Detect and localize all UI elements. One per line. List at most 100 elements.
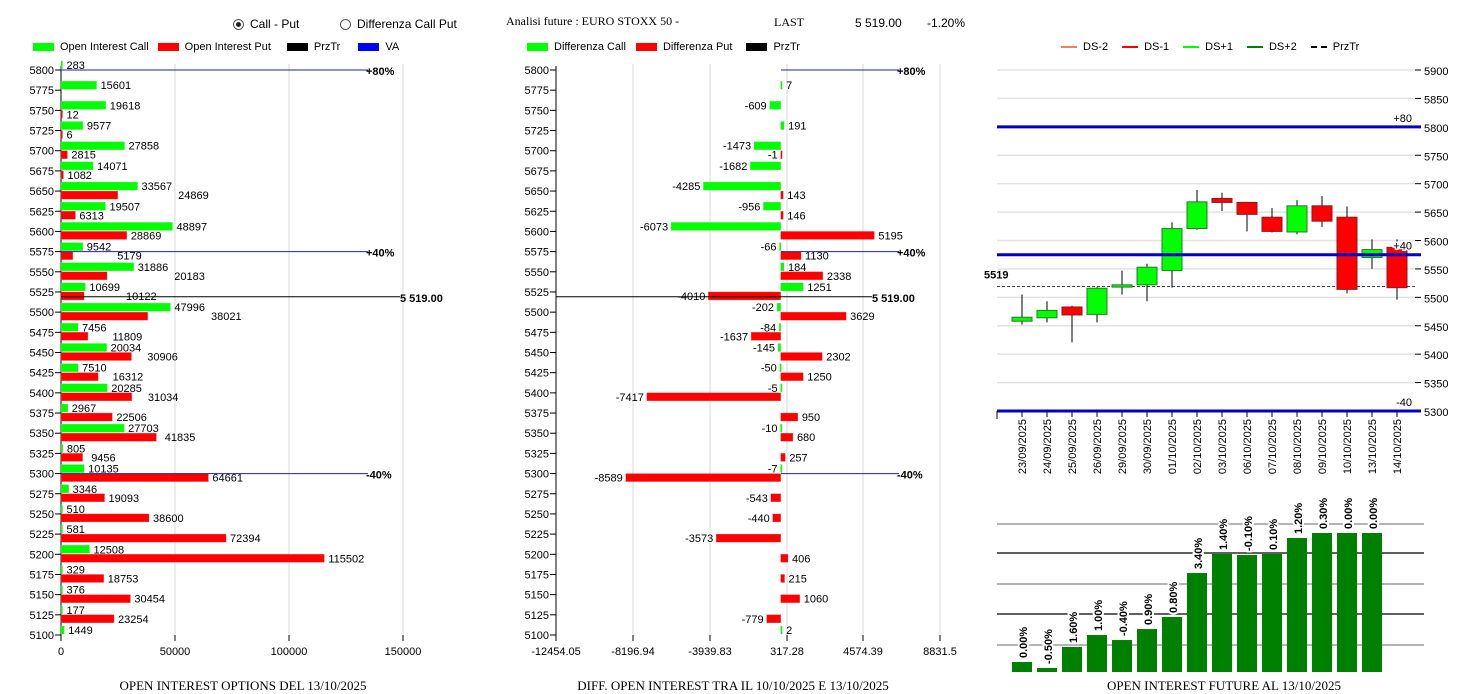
bar-value-label: 30454 <box>134 594 165 606</box>
future-oi-change-label: 0.00% <box>1018 627 1030 658</box>
radio-label: Differenza Call Put <box>357 17 457 31</box>
call-bar <box>60 302 171 312</box>
put-bar <box>60 231 127 240</box>
put-bar <box>780 150 783 159</box>
y-tick-label: 5525 <box>30 287 54 299</box>
call-bar <box>780 464 783 473</box>
bar-value-label: 9542 <box>87 242 111 254</box>
call-bar <box>60 363 79 372</box>
bar-value-label: 143 <box>787 190 805 202</box>
call-bar <box>60 81 97 90</box>
bar-value-label: 23254 <box>118 614 149 626</box>
call-bar <box>780 383 783 393</box>
put-bar <box>60 453 83 462</box>
y-tick-label: 5550 <box>1424 265 1448 277</box>
future-oi-change-label: -0.50% <box>1043 629 1055 664</box>
y-tick-label: 5200 <box>30 549 54 561</box>
y-tick-label: 5225 <box>525 529 549 541</box>
prztr-label: 5 519.00 <box>872 293 915 305</box>
bar-value-label: -4285 <box>672 181 700 193</box>
bar-value-label: -5 <box>768 383 778 395</box>
legend-label: PrzTr <box>313 41 341 53</box>
y-tick-label: 5475 <box>30 327 54 339</box>
radio-call-put[interactable]: Call - Put <box>233 17 299 31</box>
y-tick-label: 5350 <box>525 428 549 440</box>
y-tick-label: 5550 <box>525 267 549 279</box>
bar-value-label: 22506 <box>116 412 147 424</box>
bar-value-label: -609 <box>745 100 767 112</box>
future-oi-bar <box>1062 646 1082 672</box>
y-tick-label: 5325 <box>30 448 54 460</box>
call-bar <box>60 403 68 413</box>
put-bar <box>780 372 804 381</box>
bar-value-label: -956 <box>738 201 760 213</box>
legend-swatch-prztr <box>746 43 768 51</box>
candle-up <box>1186 201 1208 230</box>
candle-up <box>1011 316 1033 322</box>
future-oi-bar <box>1112 640 1132 672</box>
bar-value-label: 1060 <box>804 594 828 606</box>
level-label: +80 <box>1393 113 1412 125</box>
bar-value-label: 376 <box>67 585 85 597</box>
bar-value-label: -3573 <box>685 533 713 545</box>
bar-value-label: 20034 <box>111 343 142 355</box>
prztr-label: 5519 <box>984 270 1008 282</box>
future-oi-change-label: 0.00% <box>1343 498 1355 529</box>
date-label: 09/10/2025 <box>1317 419 1329 474</box>
bar-value-label: -7 <box>768 464 778 476</box>
date-label: 25/09/2025 <box>1067 419 1079 474</box>
bar-value-label: 20285 <box>111 383 142 395</box>
legend-swatch-call <box>33 43 54 51</box>
put-bar <box>60 614 115 623</box>
y-tick-label: 5175 <box>525 569 549 581</box>
bar-value-label: 11809 <box>112 331 142 343</box>
legend-line-ds-2 <box>1061 46 1077 48</box>
x-tick-label: 4574.39 <box>843 646 883 658</box>
y-tick-label: 5300 <box>525 469 549 481</box>
bar-value-label: 38021 <box>211 311 242 323</box>
y-tick-label: 5600 <box>1424 237 1448 249</box>
bar-value-label: 72394 <box>230 533 261 545</box>
future-oi-bar <box>1187 573 1207 672</box>
legend-diff: Differenza Call Differenza Put PrzTr <box>527 41 800 53</box>
change-percent: -1.20% <box>927 16 966 30</box>
call-bar <box>777 343 781 352</box>
y-tick-label: 5675 <box>30 166 54 178</box>
bar-value-label: 510 <box>67 504 85 516</box>
put-bar <box>716 533 781 543</box>
call-bar <box>60 262 134 271</box>
legend-label: VA <box>385 41 400 53</box>
legend-swatch-put <box>635 43 657 51</box>
date-label: 29/09/2025 <box>1117 419 1129 474</box>
call-bar <box>60 181 138 191</box>
bar-value-label: -66 <box>761 242 777 254</box>
future-oi-bar <box>1312 533 1332 672</box>
future-oi-bar <box>1012 661 1032 672</box>
y-tick-label: 5550 <box>30 267 54 279</box>
bar-value-label: 48897 <box>176 221 207 233</box>
radio-differenza-call-put[interactable]: Differenza Call Put <box>340 17 457 31</box>
y-tick-label: 5450 <box>30 348 54 360</box>
future-oi-change-label: 0.00% <box>1368 498 1380 529</box>
candle-down <box>1211 197 1233 203</box>
bar-value-label: 406 <box>792 553 810 565</box>
call-bar <box>60 323 79 332</box>
x-tick-label: -12454.05 <box>531 646 581 658</box>
y-tick-label: 5675 <box>525 166 549 178</box>
radio-label: Call - Put <box>250 17 300 31</box>
y-tick-label: 5300 <box>30 469 54 481</box>
level-label: +40 <box>1393 241 1412 253</box>
future-oi-change-label: 1.60% <box>1068 612 1080 643</box>
x-tick-label: -3939.83 <box>688 646 731 658</box>
bar-value-label: 27703 <box>128 423 159 435</box>
date-label: 24/09/2025 <box>1042 419 1054 474</box>
bar-value-label: -779 <box>742 614 764 626</box>
y-tick-label: 5775 <box>525 85 549 97</box>
y-tick-label: 5325 <box>525 448 549 460</box>
y-tick-label: 5150 <box>30 590 54 602</box>
put-bar <box>60 433 157 442</box>
legend-line-ds+1 <box>1183 46 1200 48</box>
future-oi-change-label: 0.10% <box>1268 519 1280 550</box>
bar-value-label: 16312 <box>113 372 144 384</box>
bar-value-label: 12508 <box>94 544 125 556</box>
